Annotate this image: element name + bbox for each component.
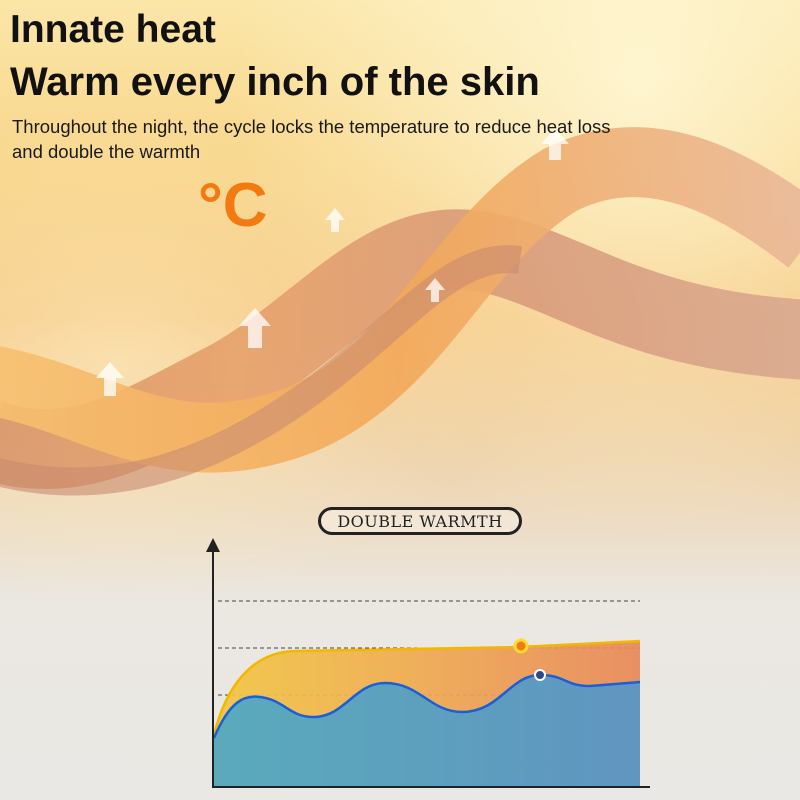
fiber-strand-shadow — [0, 245, 522, 496]
blue-marker — [534, 669, 546, 681]
orange-marker — [513, 638, 529, 654]
y-axis-arrow-icon — [206, 538, 220, 552]
chart-label: DOUBLE WARMTH — [318, 507, 522, 535]
up-arrow-icon — [541, 128, 569, 160]
up-arrow-icon — [239, 308, 271, 348]
up-arrow-icon — [425, 278, 445, 302]
subtitle: Throughout the night, the cycle locks th… — [12, 116, 611, 162]
up-arrow-icon — [325, 208, 345, 232]
up-arrow-icon — [96, 362, 124, 396]
orange-line — [212, 639, 641, 736]
blue-area — [214, 675, 640, 786]
celsius-symbol: °C — [198, 171, 268, 240]
headline-line1: Innate heat — [10, 8, 216, 51]
headline-line2: Warm every inch of the skin — [10, 60, 540, 104]
fiber-strand — [0, 127, 800, 473]
